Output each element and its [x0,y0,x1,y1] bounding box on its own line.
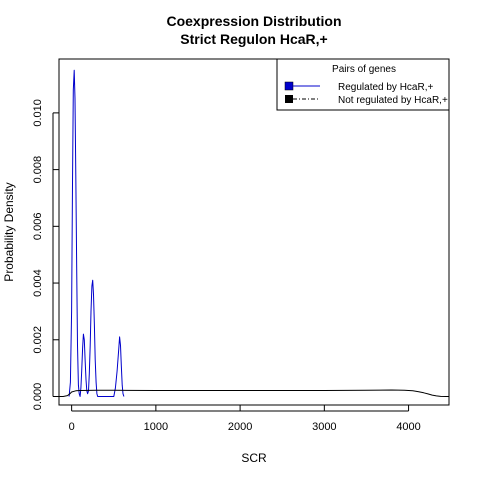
chart-subtitle: Strict Regulon HcaR,+ [180,31,327,47]
legend-label-regulated: Regulated by HcaR,+ [338,82,433,93]
y-tick-label: 0.008 [32,156,44,184]
y-tick-label: 0.002 [32,326,44,354]
chart-title: Coexpression Distribution [166,13,341,29]
y-axis: 0.000 0.002 0.004 0.006 0.008 0.010 [32,99,59,410]
y-axis-label: Probability Density [2,182,16,281]
x-tick-label: 2000 [228,421,252,433]
legend: Pairs of genes Regulated by HcaR,+ Not r… [276,58,450,111]
series-line-not-regulated [59,389,449,397]
y-tick-label: 0.004 [32,269,44,297]
x-axis-label: SCR [241,451,267,465]
y-tick-label: 0.000 [32,383,44,411]
x-tick-label: 0 [69,421,75,433]
plot-area [58,58,450,406]
legend-title: Pairs of genes [332,64,396,75]
x-axis: 0 1000 2000 3000 4000 [69,405,421,433]
y-tick-label: 0.010 [32,99,44,127]
x-tick-label: 3000 [312,421,336,433]
legend-swatch-not-regulated [285,95,293,103]
y-tick-label: 0.006 [32,213,44,241]
x-tick-label: 4000 [396,421,420,433]
series-layer [59,69,449,397]
legend-label-not-regulated: Not regulated by HcaR,+ [338,95,448,106]
series-line-regulated [68,69,125,397]
plot-frame [58,58,450,406]
x-tick-label: 1000 [144,421,168,433]
legend-swatch-regulated [284,81,294,91]
legend-box [276,58,450,111]
